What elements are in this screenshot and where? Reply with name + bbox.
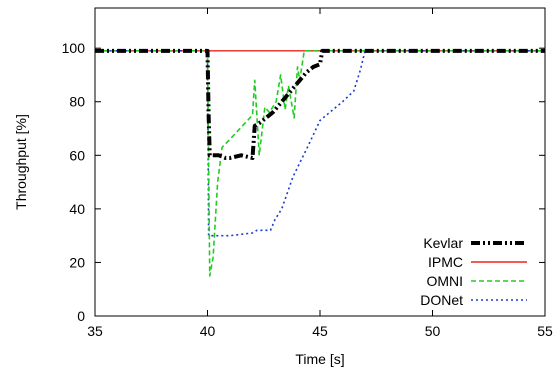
- plot-frame: [94, 7, 546, 317]
- tick-group: 35 40 45 50 55 0 20 40 60 80 100: [62, 8, 553, 339]
- y-axis-label: Throughput [%]: [13, 114, 29, 210]
- y-tick-label: 60: [69, 147, 85, 163]
- y-tick-label: 0: [77, 308, 85, 324]
- y-tick-label: 40: [69, 201, 85, 217]
- x-tick-label: 35: [87, 323, 103, 339]
- legend-label-kevlar: Kevlar: [423, 235, 463, 251]
- y-tick-label: 80: [69, 94, 85, 110]
- x-tick-label: 40: [200, 323, 216, 339]
- legend-label-omni: OMNI: [426, 273, 463, 289]
- y-tick-label: 100: [62, 40, 86, 56]
- x-tick-label: 45: [312, 323, 328, 339]
- legend: Kevlar IPMC OMNI DONet: [420, 235, 527, 308]
- series-lines: [95, 48, 545, 277]
- x-axis-label: Time [s]: [295, 351, 344, 367]
- x-tick-label: 55: [537, 323, 553, 339]
- y-tick-label: 20: [69, 254, 85, 270]
- series-line-omni: [95, 50, 545, 277]
- series-line-donet: [95, 50, 545, 237]
- series-line-kevlar: [95, 48, 545, 160]
- x-tick-label: 50: [425, 323, 441, 339]
- legend-label-ipmc: IPMC: [428, 254, 463, 270]
- legend-label-donet: DONet: [420, 292, 463, 308]
